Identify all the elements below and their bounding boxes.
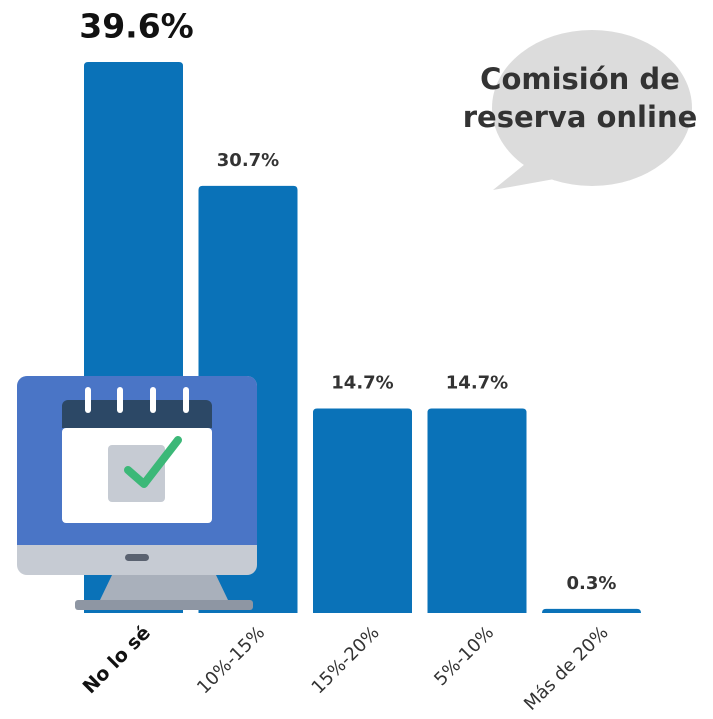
x-tick-label: Más de 20% — [520, 622, 613, 715]
monitor-icon — [17, 376, 257, 610]
speech-bubble — [492, 30, 692, 190]
value-label: 14.7% — [331, 372, 393, 393]
x-tick-label: 10%-15% — [193, 622, 269, 698]
bar — [427, 408, 527, 613]
value-label: 14.7% — [446, 372, 508, 393]
x-tick-label: 15%-20% — [308, 622, 384, 698]
bar — [542, 608, 641, 613]
x-tick-label: 5%-10% — [430, 622, 498, 690]
value-label: 39.6% — [79, 7, 194, 46]
bar — [313, 408, 412, 613]
value-label: 0.3% — [567, 573, 617, 594]
chart-title: Comisión de reserva online — [462, 62, 698, 134]
x-tick-label: No lo sé — [79, 622, 155, 698]
value-label: 30.7% — [217, 150, 279, 171]
